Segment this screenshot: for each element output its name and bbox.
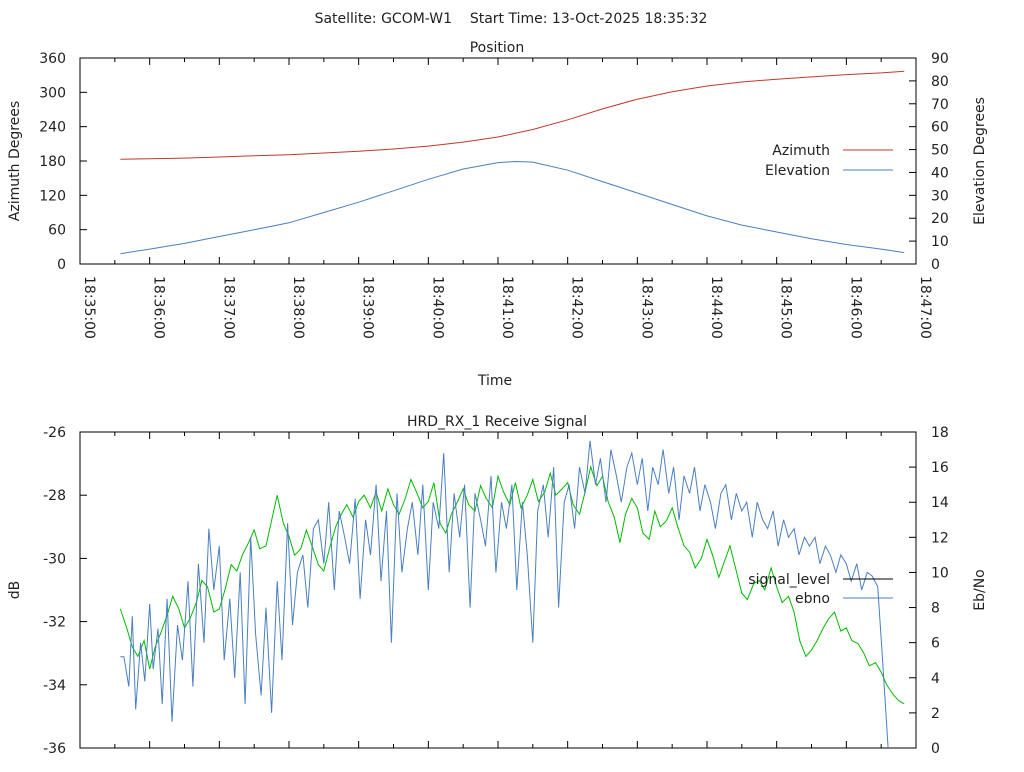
y-tick-label: 360 <box>39 51 66 67</box>
y-tick-label: -34 <box>43 678 66 694</box>
receive-signal-plot: HRD_RX_1 Receive Signal dB Eb/No -36 -34 -… <box>7 414 988 757</box>
y2-tick-label: 2 <box>931 706 940 722</box>
y2-tick-label: 16 <box>931 460 949 476</box>
position-legend: Azimuth Elevation <box>765 143 893 179</box>
receive-plot-frame <box>79 431 917 749</box>
legend-azimuth-label: Azimuth <box>772 143 830 159</box>
receive-y2-label: Eb/No <box>972 569 988 611</box>
y2-tick-label: 30 <box>931 188 949 204</box>
y-tick-label: -36 <box>43 741 66 757</box>
y2-tick-label: 10 <box>931 234 949 250</box>
x-tick-label: 18:46:00 <box>847 276 863 339</box>
azimuth-series-line <box>120 70 905 160</box>
position-x-label: Time <box>477 373 512 389</box>
elevation-series-line <box>120 160 905 255</box>
y2-tick-label: 50 <box>931 143 949 159</box>
x-tick-label: 18:47:00 <box>917 276 933 339</box>
y2-tick-label: 6 <box>931 636 940 652</box>
y2-tick-label: 20 <box>931 211 949 227</box>
x-tick-label: 18:35:00 <box>81 276 97 339</box>
y2-tick-label: 70 <box>931 97 949 113</box>
y-tick-label: -26 <box>43 425 66 441</box>
receive-legend: signal_level ebno <box>748 572 893 607</box>
y2-tick-label: 18 <box>931 425 949 441</box>
ebno-series-line <box>120 440 889 749</box>
y2-tick-label: 14 <box>931 495 949 511</box>
legend-signal-level-label: signal_level <box>748 572 830 588</box>
x-tick-label: 18:42:00 <box>569 276 585 339</box>
x-tick-label: 18:41:00 <box>499 276 515 339</box>
y-tick-label: -32 <box>43 615 66 631</box>
y-tick-label: 240 <box>39 120 66 136</box>
position-plot: Position Azimuth Degrees Elevation Degre… <box>7 40 988 389</box>
y2-tick-label: 80 <box>931 74 949 90</box>
x-tick-label: 18:45:00 <box>778 276 794 339</box>
receive-y-label: dB <box>7 581 23 600</box>
y-tick-label: 300 <box>39 85 66 101</box>
y-tick-label: 120 <box>39 188 66 204</box>
y-tick-label: 180 <box>39 154 66 170</box>
x-tick-label: 18:43:00 <box>638 276 654 339</box>
y2-tick-label: 4 <box>931 671 940 687</box>
y-tick-label: -28 <box>43 488 66 504</box>
position-y2-label: Elevation Degrees <box>972 97 988 225</box>
y2-tick-label: 0 <box>931 257 940 273</box>
receive-signal-title: HRD_RX_1 Receive Signal <box>407 414 587 430</box>
y2-tick-label: 8 <box>931 601 940 617</box>
y2-tick-label: 90 <box>931 51 949 67</box>
y2-tick-label: 10 <box>931 565 949 581</box>
position-title: Position <box>470 40 525 56</box>
main-title: Satellite: GCOM-W1 Start Time: 13-Oct-20… <box>315 11 708 27</box>
y2-tick-label: 12 <box>931 530 949 546</box>
y-tick-label: -30 <box>43 551 66 567</box>
y-tick-label: 0 <box>57 257 66 273</box>
y2-tick-label: 60 <box>931 120 949 136</box>
position-y-label: Azimuth Degrees <box>7 101 23 221</box>
x-tick-label: 18:40:00 <box>429 276 445 339</box>
position-plot-frame <box>79 57 917 265</box>
x-tick-label: 18:37:00 <box>220 276 236 339</box>
x-tick-label: 18:38:00 <box>290 276 306 339</box>
x-tick-label: 18:36:00 <box>151 276 167 339</box>
y2-tick-label: 40 <box>931 165 949 181</box>
x-tick-label: 18:39:00 <box>360 276 376 339</box>
legend-ebno-label: ebno <box>795 591 830 607</box>
x-tick-label: 18:44:00 <box>708 276 724 339</box>
y2-tick-label: 0 <box>931 741 940 757</box>
y-tick-label: 60 <box>48 223 66 239</box>
legend-elevation-label: Elevation <box>765 163 830 179</box>
